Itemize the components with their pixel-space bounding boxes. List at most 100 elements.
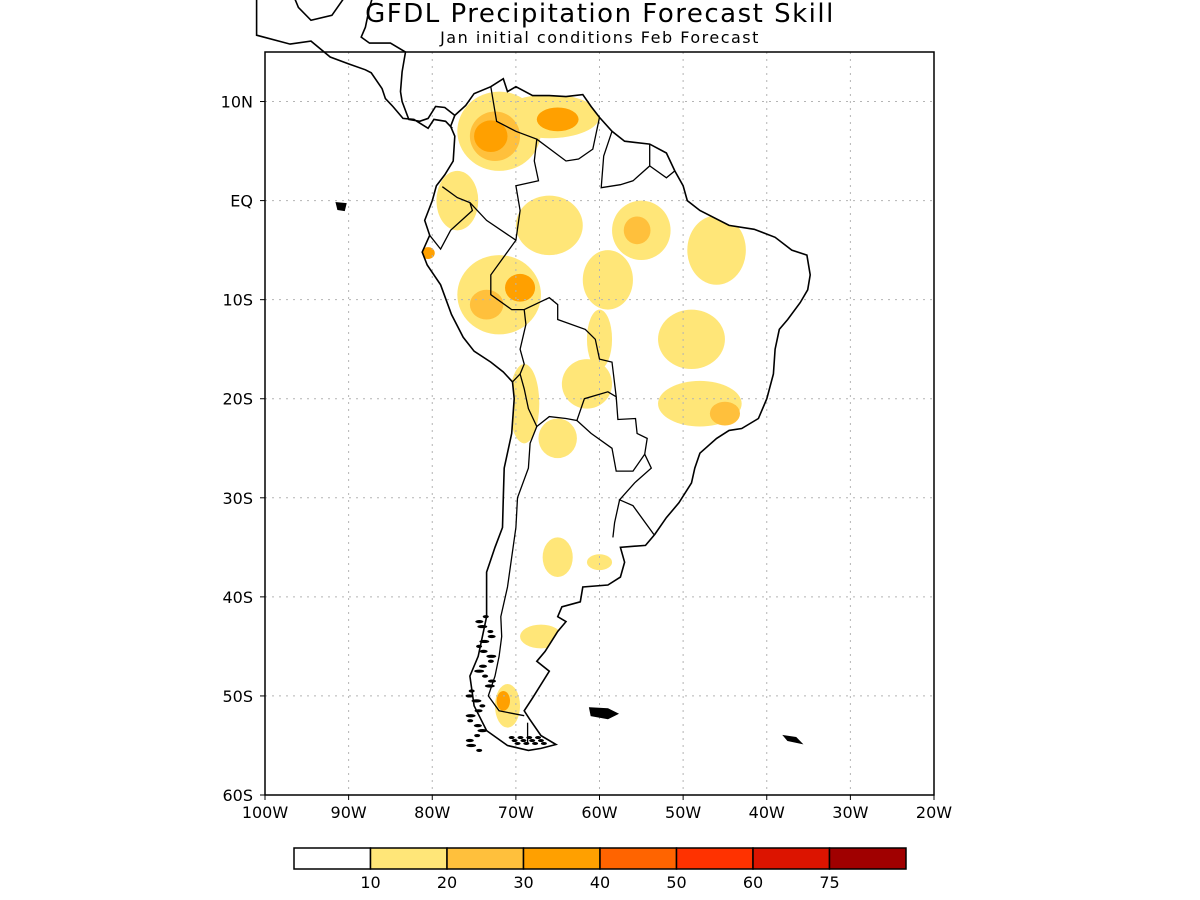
x-tick-label: 60W bbox=[581, 803, 617, 822]
y-tick-label: 40S bbox=[222, 588, 253, 607]
skill-region bbox=[561, 359, 613, 409]
legend-swatch bbox=[752, 847, 831, 870]
coastlines bbox=[255, 0, 812, 753]
legend-swatch bbox=[675, 847, 754, 870]
legend-swatch bbox=[828, 847, 907, 870]
y-tick-label: 60S bbox=[222, 786, 253, 805]
archipelago-island bbox=[479, 649, 488, 653]
archipelago-island bbox=[477, 729, 488, 733]
tierra-del-fuego-island bbox=[535, 736, 542, 740]
archipelago-island bbox=[467, 719, 474, 723]
archipelago-island bbox=[473, 724, 482, 728]
skill-region bbox=[542, 537, 573, 578]
archipelago-island bbox=[487, 629, 494, 634]
archipelago-island bbox=[486, 654, 497, 658]
country-border bbox=[487, 426, 538, 717]
country-border bbox=[649, 165, 676, 179]
skill-region bbox=[436, 170, 479, 231]
legend-label: 10 bbox=[360, 873, 380, 892]
country-border bbox=[612, 499, 621, 538]
country-border bbox=[469, 202, 527, 383]
archipelago-island bbox=[465, 738, 474, 743]
legend-label: 60 bbox=[743, 873, 763, 892]
archipelago-island bbox=[474, 733, 481, 738]
skill-region bbox=[623, 216, 651, 245]
island bbox=[588, 707, 620, 720]
legend-label: 40 bbox=[590, 873, 610, 892]
archipelago-island bbox=[479, 639, 490, 644]
skill-region bbox=[582, 250, 633, 310]
country-border bbox=[490, 86, 540, 241]
tierra-del-fuego-island bbox=[514, 741, 521, 745]
x-tick-label: 50W bbox=[665, 803, 701, 822]
country-border bbox=[618, 453, 655, 535]
archipelago-island bbox=[482, 615, 489, 619]
archipelago-island bbox=[476, 748, 483, 753]
archipelago-island bbox=[468, 689, 475, 693]
country-border bbox=[519, 296, 618, 428]
skill-shading-layer bbox=[422, 91, 746, 728]
archipelago-island bbox=[477, 624, 488, 629]
tierra-del-fuego-island bbox=[537, 739, 544, 743]
legend-label: 75 bbox=[819, 873, 839, 892]
country-border bbox=[536, 117, 601, 162]
legend-label: 50 bbox=[666, 873, 686, 892]
archipelago-island bbox=[479, 704, 486, 708]
country-border bbox=[429, 186, 474, 251]
tierra-del-fuego-island bbox=[540, 741, 547, 745]
archipelago-island bbox=[487, 659, 494, 663]
tierra-del-fuego-island bbox=[511, 739, 518, 743]
skill-region bbox=[536, 107, 579, 132]
island bbox=[782, 734, 804, 745]
archipelago-island bbox=[466, 743, 477, 748]
legend-swatch bbox=[369, 847, 448, 870]
y-tick-label: 50S bbox=[222, 687, 253, 706]
skill-region bbox=[687, 215, 746, 285]
y-tick-label: 30S bbox=[222, 489, 253, 508]
x-tick-label: 100W bbox=[242, 803, 289, 822]
color-legend: 10 20 30 40 50 60 75 bbox=[293, 847, 907, 892]
tierra-del-fuego-island bbox=[526, 736, 533, 740]
archipelago-island bbox=[475, 620, 484, 624]
archipelago-island bbox=[478, 664, 487, 668]
skill-region bbox=[496, 690, 511, 711]
legend-swatch bbox=[293, 847, 372, 870]
tierra-del-fuego-island bbox=[517, 736, 524, 740]
skill-region bbox=[515, 195, 583, 256]
tierra-del-fuego-island bbox=[508, 736, 515, 740]
y-tick-label: 10S bbox=[222, 291, 253, 310]
skill-region bbox=[538, 418, 577, 459]
skill-region bbox=[509, 364, 540, 444]
chart-title: GFDL Precipitation Forecast Skill bbox=[365, 0, 835, 29]
tierra-del-fuego-island bbox=[529, 739, 536, 743]
legend-label: 30 bbox=[513, 873, 533, 892]
skill-region bbox=[474, 120, 508, 153]
skill-region bbox=[422, 247, 435, 260]
x-tick-label: 40W bbox=[749, 803, 785, 822]
archipelago-island bbox=[487, 679, 496, 683]
x-tick-label: 90W bbox=[331, 803, 367, 822]
grid-lines bbox=[265, 52, 934, 795]
skill-region bbox=[469, 289, 504, 320]
island bbox=[335, 202, 347, 212]
x-tick-label: 70W bbox=[498, 803, 534, 822]
x-tick-label: 30W bbox=[832, 803, 868, 822]
skill-region bbox=[658, 309, 725, 370]
axis-labels: 100W 90W 80W 70W 60W 50W 40W 30W 20W 10N EQ 10S 20S 3… bbox=[221, 93, 953, 822]
tierra-del-fuego-island bbox=[532, 741, 539, 745]
tierra-del-fuego-island bbox=[520, 739, 527, 743]
country-border bbox=[600, 131, 651, 189]
chart-subtitle: Jan initial conditions Feb Forecast bbox=[440, 28, 760, 47]
archipelago-island bbox=[482, 674, 489, 678]
central-america-coastline bbox=[255, 0, 456, 130]
archipelago-island bbox=[476, 644, 483, 649]
skill-region bbox=[520, 624, 562, 649]
y-tick-label: EQ bbox=[230, 192, 253, 211]
legend-swatch bbox=[446, 847, 525, 870]
skill-region bbox=[586, 554, 613, 571]
archipelago-island bbox=[465, 714, 476, 718]
y-tick-label: 20S bbox=[222, 390, 253, 409]
legend-label: 20 bbox=[437, 873, 457, 892]
skill-region bbox=[709, 401, 740, 426]
